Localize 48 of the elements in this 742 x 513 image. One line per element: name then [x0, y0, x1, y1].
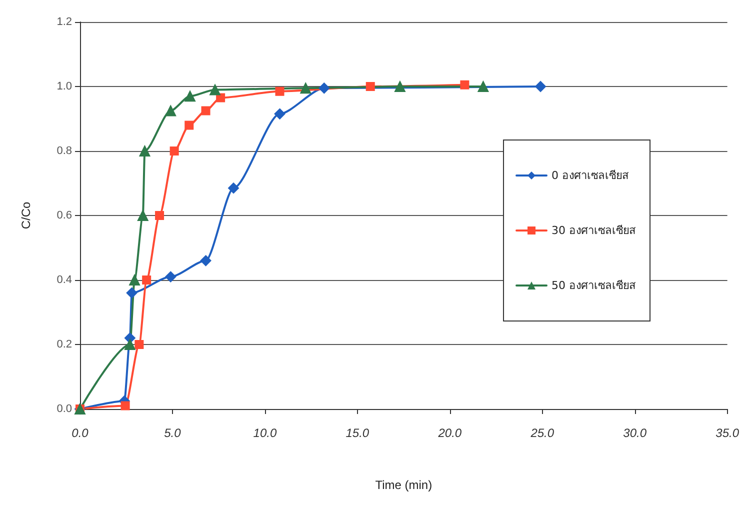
x-tick-label: 10.0: [253, 426, 277, 440]
point: [120, 401, 130, 410]
y-tick-label: 0.8: [56, 145, 72, 157]
point: [366, 82, 375, 91]
point: [394, 81, 406, 92]
point: [201, 106, 210, 116]
point: [228, 182, 240, 194]
x-tick-label: 15.0: [346, 426, 370, 440]
legend-label: 50 องศาเซลเซียส: [552, 279, 636, 292]
point: [535, 81, 546, 92]
point: [165, 105, 176, 116]
y-tick-label: 1.2: [56, 16, 72, 28]
x-tick-label: 20.0: [437, 426, 462, 440]
point: [318, 82, 330, 94]
y-tick-label: 1.0: [56, 80, 72, 92]
point: [184, 120, 194, 130]
point: [126, 287, 138, 298]
x-axis-title: Time (min): [375, 478, 432, 492]
point: [142, 276, 152, 284]
point: [124, 339, 136, 350]
x-tick-label: 0.0: [72, 426, 89, 440]
point: [129, 274, 140, 286]
point: [300, 82, 312, 94]
point: [184, 90, 196, 102]
legend-label: 30 องศาเซลเซียส: [552, 224, 636, 237]
x-tick-label: 25.0: [530, 426, 554, 440]
x-tick-label: 35.0: [716, 426, 740, 440]
point: [155, 211, 164, 220]
legend-label: 0 องศาเซลเซียส: [552, 169, 630, 182]
point: [478, 81, 489, 92]
y-tick-label: 0.2: [56, 338, 72, 350]
point: [137, 210, 148, 221]
y-tick-label: 0.4: [56, 274, 72, 286]
x-tick-label: 5.0: [164, 426, 182, 440]
point: [165, 271, 176, 282]
x-tick-label: 30.0: [623, 426, 647, 440]
point: [275, 86, 284, 96]
point: [216, 93, 226, 102]
y-axis-title: C/Co: [19, 202, 33, 230]
point: [200, 255, 212, 266]
point: [134, 340, 144, 349]
point: [170, 146, 179, 156]
point: [274, 108, 286, 120]
point: [139, 146, 150, 156]
y-tick-label: 0.6: [56, 210, 72, 222]
point: [460, 80, 470, 90]
point: [210, 84, 221, 96]
y-tick-label: 0.0: [56, 403, 72, 415]
